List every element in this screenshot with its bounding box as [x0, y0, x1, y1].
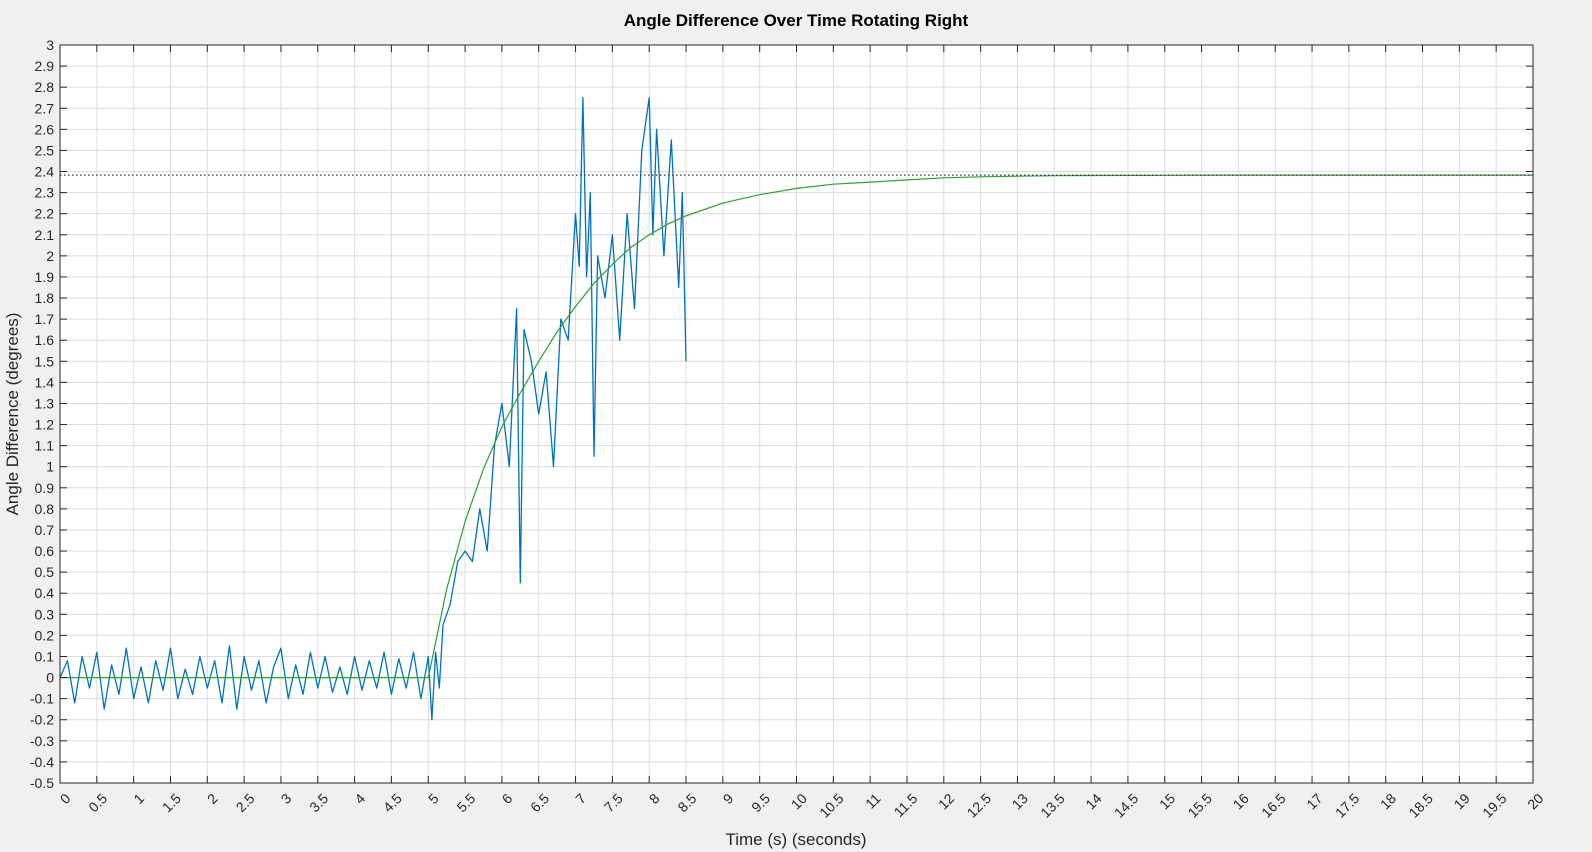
y-tick-label: 0.1 [35, 648, 55, 664]
y-tick-label: 0.9 [35, 480, 55, 496]
y-tick-label: 2.5 [35, 142, 55, 158]
y-axis-label: Angle Difference (degrees) [3, 313, 22, 516]
y-tick-label: 1.7 [35, 311, 55, 327]
y-tick-label: 1.3 [35, 395, 55, 411]
y-tick-label: 2.2 [35, 206, 55, 222]
y-tick-label: 0.3 [35, 606, 55, 622]
y-tick-label: 0.8 [35, 501, 55, 517]
y-tick-label: 2.7 [35, 100, 55, 116]
y-tick-label: 1.1 [35, 438, 55, 454]
y-tick-label: 0.4 [35, 585, 55, 601]
y-tick-label: 1.9 [35, 269, 55, 285]
grid-lines [59, 44, 1534, 784]
y-tick-label: -0.2 [30, 712, 54, 728]
y-tick-label: 1.4 [35, 374, 55, 390]
y-tick-label: 2.6 [35, 121, 55, 137]
y-tick-label: 0.7 [35, 522, 55, 538]
y-tick-label: 3 [46, 37, 54, 53]
y-tick-label: 1.5 [35, 353, 55, 369]
y-tick-label: 0.2 [35, 627, 55, 643]
y-tick-label: 1.6 [35, 332, 55, 348]
y-tick-label: -0.4 [30, 754, 54, 770]
y-tick-label: 1.2 [35, 417, 55, 433]
y-tick-label: 2.1 [35, 227, 55, 243]
y-tick-label: 2.8 [35, 79, 55, 95]
y-tick-label: 2.3 [35, 185, 55, 201]
y-tick-label: 0.5 [35, 564, 55, 580]
y-tick-label: -0.5 [30, 775, 54, 791]
y-tick-label: 0.6 [35, 543, 55, 559]
y-tick-label: -0.1 [30, 691, 54, 707]
series-layer [59, 97, 1533, 721]
y-tick-label: 2.4 [35, 164, 55, 180]
y-tick-label: -0.3 [30, 733, 54, 749]
y-tick-label: 2 [46, 248, 54, 264]
y-tick-label: 0 [46, 670, 54, 686]
y-axis-ticks: -0.5 -0.4 -0.3 -0.2 -0.1 0 0.1 0.2 0.3 0.4 0.5 0.6 0… [30, 37, 1533, 791]
chart-title: Angle Difference Over Time Rotating Righ… [624, 11, 969, 30]
measured-series-line [59, 97, 687, 721]
y-tick-label: 1.8 [35, 290, 55, 306]
y-tick-label: 2.9 [35, 58, 55, 74]
x-axis-label: Time (s) (seconds) [725, 830, 866, 849]
y-tick-label: 1 [46, 459, 54, 475]
